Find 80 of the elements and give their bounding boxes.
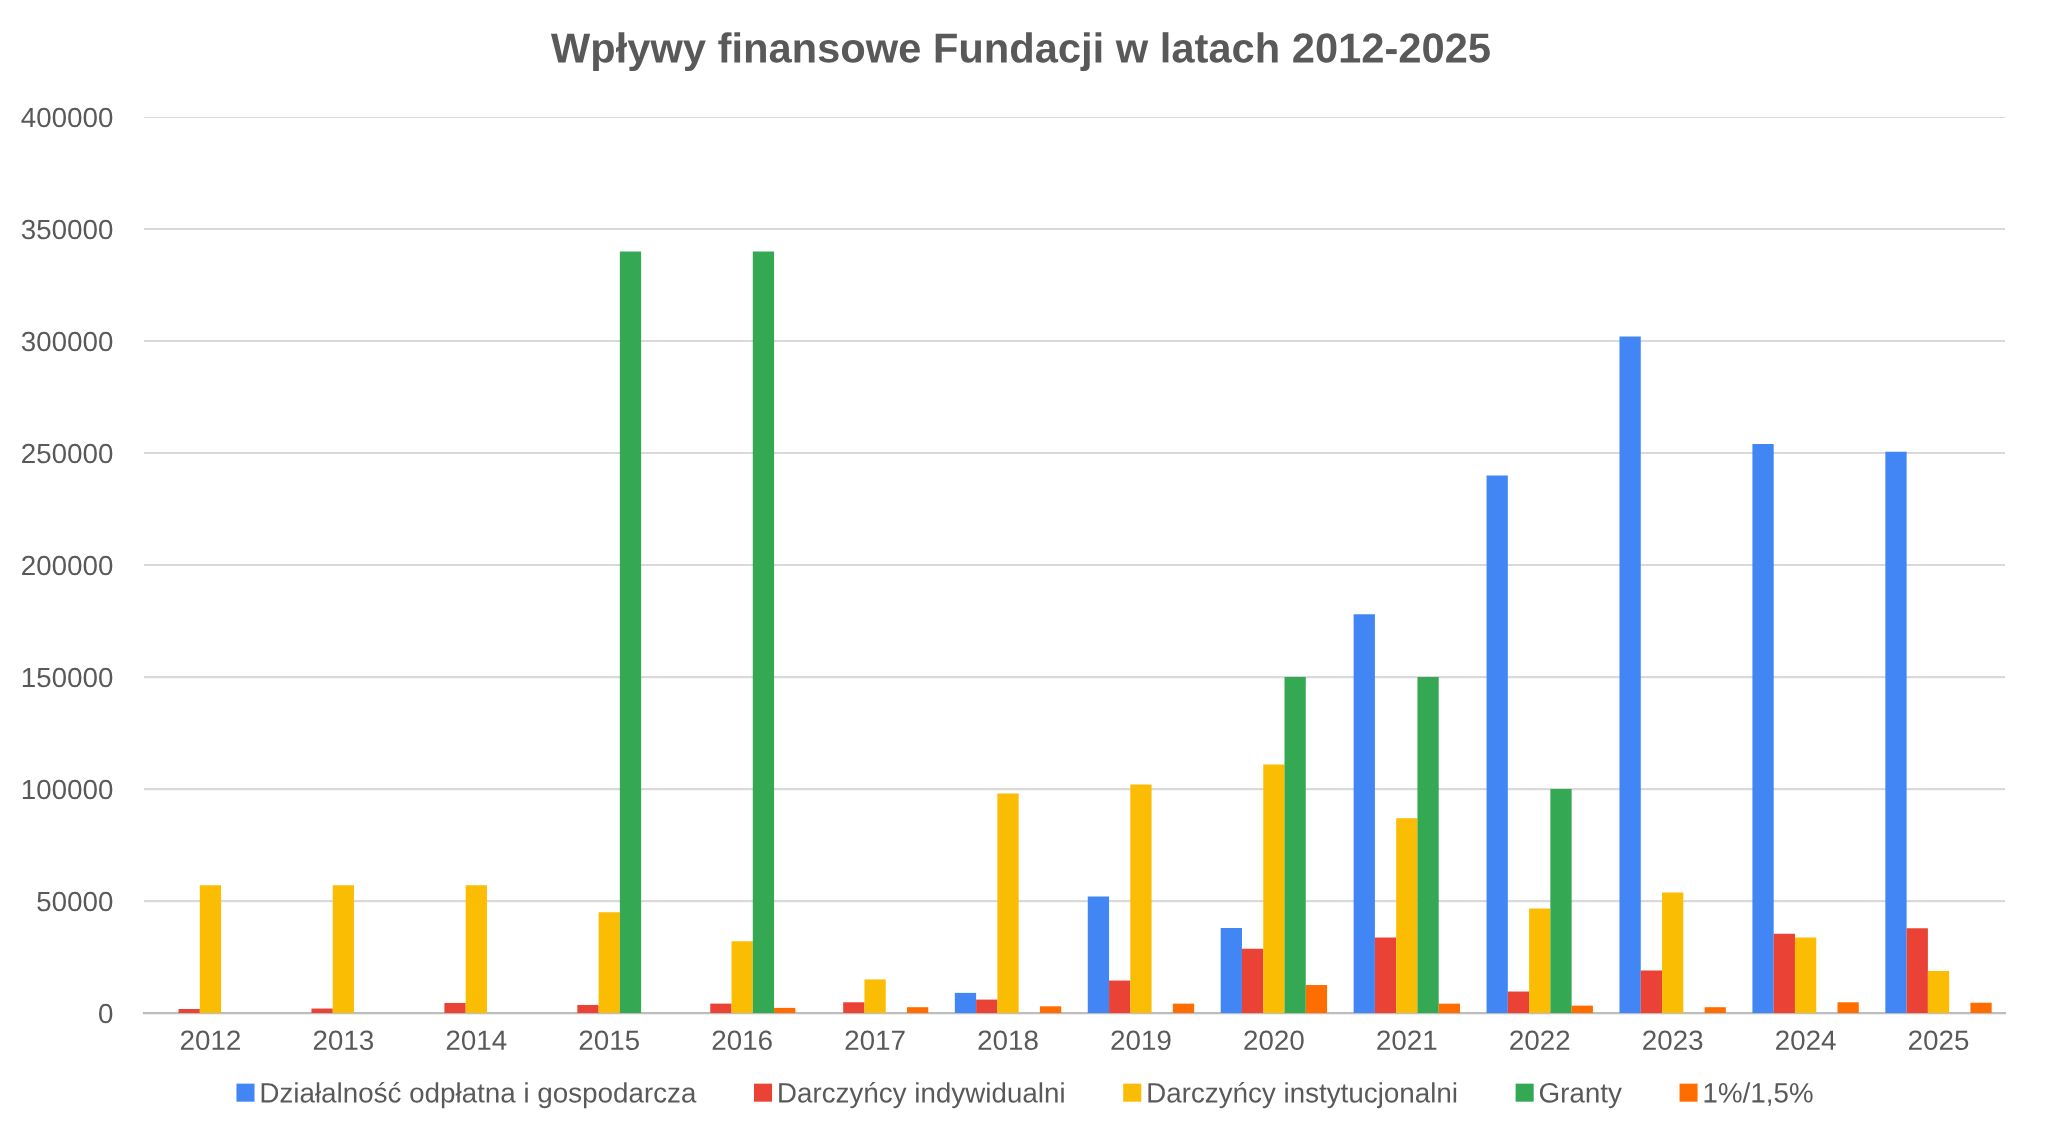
bar [1970,1002,1992,1014]
y-tick-label: 0 [99,1003,113,1024]
bar [1529,908,1551,1014]
bar [1773,933,1795,1014]
x-tick-label: 2024 [1776,1030,1836,1051]
x-tick-label: 2016 [712,1030,772,1051]
bar [1486,475,1508,1014]
legend-label: 1%/1,5% [1704,1082,1813,1106]
legend-label: Granty [1539,1082,1622,1109]
bar [752,251,775,1014]
bar [1906,928,1928,1014]
legend-label: Działalność odpłatna i gospodarcza [261,1081,697,1109]
legend-label: Darczyńcy indywidualni [779,1081,1064,1109]
bar [1263,764,1285,1014]
bar [1438,1003,1460,1014]
bar [864,979,886,1014]
y-tick-label: 350000 [21,219,113,240]
bar [843,1002,865,1014]
bar [1374,937,1397,1014]
x-tick-label: 2019 [1111,1030,1171,1051]
bar [199,885,222,1014]
x-tick-label: 2012 [180,1030,240,1051]
bar [1305,985,1328,1014]
x-tick-label: 2017 [845,1030,905,1051]
x-tick-label: 2023 [1643,1030,1703,1051]
bar [1619,336,1641,1014]
bar [1109,980,1131,1014]
bar [444,1002,466,1014]
bar [332,885,354,1014]
y-tick-label: 300000 [21,331,113,352]
bar [1507,991,1530,1014]
bar [976,999,998,1014]
bar [1087,896,1110,1014]
x-tick-label: 2022 [1510,1030,1570,1051]
x-tick-label: 2015 [579,1030,639,1051]
bar [997,793,1019,1014]
bar [710,1003,732,1014]
bar [731,941,753,1014]
bar [1284,677,1306,1014]
y-tick-label: 250000 [22,443,113,464]
bar [954,992,977,1014]
bar [1640,970,1663,1014]
bar [465,885,487,1014]
x-tick-label: 2021 [1377,1030,1437,1051]
bar [619,251,642,1014]
y-tick-label: 50000 [37,891,113,912]
bar [1550,789,1572,1014]
bar [1039,1006,1062,1014]
bar [1927,970,1950,1014]
bar [1417,677,1439,1014]
chart-title: Wpływy finansowe Fundacji w latach 2012-2025 [550,32,1490,72]
bar [311,1008,333,1014]
bar [1220,927,1242,1014]
x-tick-label: 2013 [313,1030,374,1051]
bar [1353,614,1375,1014]
y-tick-label: 400000 [21,107,113,128]
bar [1130,784,1152,1014]
bar [1885,451,1907,1014]
bar [1172,1003,1195,1014]
y-tick-label: 100000 [22,779,113,800]
bar [1794,937,1817,1014]
bar [1752,444,1774,1014]
x-tick-label: 2018 [978,1030,1038,1051]
bar [1704,1007,1726,1014]
y-tick-label: 150000 [22,667,113,688]
bar [774,1007,796,1014]
bar [906,1007,929,1014]
x-tick-label: 2020 [1244,1030,1304,1051]
x-tick-label: 2014 [446,1030,507,1051]
bar [1662,892,1684,1014]
bar [1396,818,1418,1014]
bar [598,912,620,1014]
bar [577,1004,599,1014]
legend-label: Darczyńcy instytucjonalni [1148,1081,1457,1109]
bar [1837,1002,1859,1014]
bar [1571,1005,1593,1014]
bar [178,1009,200,1014]
bar [1241,948,1264,1014]
x-tick-label: 2025 [1909,1030,1969,1051]
y-tick-label: 200000 [22,555,113,576]
